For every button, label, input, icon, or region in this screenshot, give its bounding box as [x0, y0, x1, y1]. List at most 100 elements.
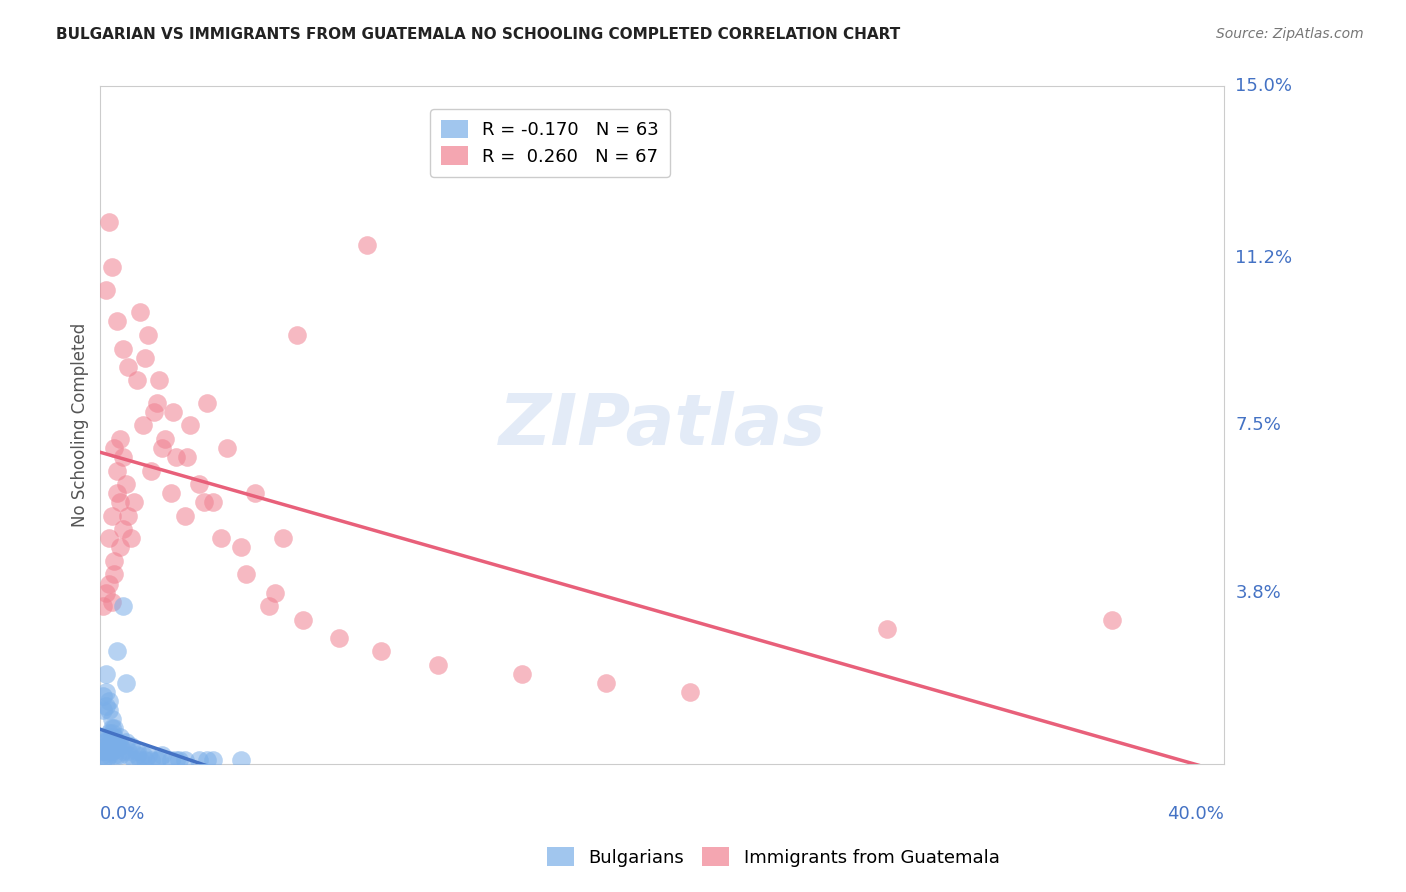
Bulgarians	[97, 694, 120, 708]
Bulgarians	[97, 739, 120, 754]
Immigrants from Guatemala	[100, 594, 122, 608]
Bulgarians	[105, 739, 128, 754]
Bulgarians	[100, 721, 122, 735]
Immigrants from Guatemala	[105, 314, 128, 328]
Immigrants from Guatemala	[148, 373, 170, 387]
Bulgarians	[195, 753, 218, 767]
Bulgarians	[91, 753, 114, 767]
Immigrants from Guatemala	[111, 522, 134, 536]
Bulgarians	[131, 748, 153, 763]
Immigrants from Guatemala	[111, 450, 134, 464]
Immigrants from Guatemala	[263, 585, 285, 599]
Text: 7.5%: 7.5%	[1236, 417, 1281, 434]
Bulgarians	[94, 739, 117, 754]
Text: Source: ZipAtlas.com: Source: ZipAtlas.com	[1216, 27, 1364, 41]
Bulgarians	[103, 721, 125, 735]
Immigrants from Guatemala	[159, 486, 181, 500]
Immigrants from Guatemala	[876, 622, 898, 636]
Bulgarians	[114, 676, 136, 690]
Bulgarians	[125, 748, 148, 763]
Bulgarians	[100, 744, 122, 758]
Bulgarians	[150, 748, 173, 763]
Text: ZIPatlas: ZIPatlas	[499, 391, 827, 460]
Immigrants from Guatemala	[679, 685, 702, 699]
Y-axis label: No Schooling Completed: No Schooling Completed	[72, 323, 89, 527]
Immigrants from Guatemala	[229, 541, 252, 555]
Immigrants from Guatemala	[108, 541, 131, 555]
Immigrants from Guatemala	[595, 676, 617, 690]
Bulgarians	[108, 739, 131, 754]
Bulgarians	[159, 753, 181, 767]
Bulgarians	[94, 698, 117, 713]
Bulgarians	[91, 703, 114, 717]
Bulgarians	[97, 703, 120, 717]
Bulgarians	[134, 753, 156, 767]
Text: 15.0%: 15.0%	[1236, 78, 1292, 95]
Immigrants from Guatemala	[150, 441, 173, 455]
Immigrants from Guatemala	[235, 567, 257, 582]
Immigrants from Guatemala	[193, 495, 215, 509]
Bulgarians	[97, 748, 120, 763]
Bulgarians	[165, 753, 187, 767]
Bulgarians	[139, 753, 162, 767]
Immigrants from Guatemala	[153, 432, 176, 446]
Immigrants from Guatemala	[356, 237, 378, 252]
Bulgarians	[105, 748, 128, 763]
Immigrants from Guatemala	[117, 359, 139, 374]
Bulgarians	[122, 753, 145, 767]
Immigrants from Guatemala	[173, 508, 195, 523]
Bulgarians	[97, 725, 120, 739]
Bulgarians	[145, 753, 167, 767]
Bulgarians	[111, 599, 134, 613]
Text: 40.0%: 40.0%	[1167, 805, 1225, 823]
Immigrants from Guatemala	[105, 464, 128, 478]
Immigrants from Guatemala	[370, 644, 392, 658]
Immigrants from Guatemala	[136, 328, 159, 343]
Immigrants from Guatemala	[103, 441, 125, 455]
Immigrants from Guatemala	[243, 486, 266, 500]
Immigrants from Guatemala	[103, 554, 125, 568]
Immigrants from Guatemala	[165, 450, 187, 464]
Bulgarians	[114, 734, 136, 748]
Bulgarians	[94, 730, 117, 744]
Bulgarians	[120, 739, 142, 754]
Bulgarians	[94, 753, 117, 767]
Bulgarians	[201, 753, 224, 767]
Immigrants from Guatemala	[108, 495, 131, 509]
Immigrants from Guatemala	[187, 477, 209, 491]
Immigrants from Guatemala	[114, 477, 136, 491]
Bulgarians	[108, 730, 131, 744]
Text: 11.2%: 11.2%	[1236, 249, 1292, 268]
Immigrants from Guatemala	[97, 532, 120, 546]
Immigrants from Guatemala	[94, 283, 117, 297]
Immigrants from Guatemala	[257, 599, 280, 613]
Immigrants from Guatemala	[179, 418, 201, 433]
Bulgarians	[97, 739, 120, 754]
Bulgarians	[148, 753, 170, 767]
Bulgarians	[91, 734, 114, 748]
Immigrants from Guatemala	[1101, 613, 1123, 627]
Bulgarians	[229, 753, 252, 767]
Bulgarians	[100, 744, 122, 758]
Immigrants from Guatemala	[285, 328, 308, 343]
Immigrants from Guatemala	[510, 666, 533, 681]
Bulgarians	[187, 753, 209, 767]
Immigrants from Guatemala	[195, 396, 218, 410]
Immigrants from Guatemala	[120, 532, 142, 546]
Bulgarians	[173, 753, 195, 767]
Legend: R = -0.170   N = 63, R =  0.260   N = 67: R = -0.170 N = 63, R = 0.260 N = 67	[430, 109, 669, 177]
Bulgarians	[103, 730, 125, 744]
Bulgarians	[117, 744, 139, 758]
Bulgarians	[94, 734, 117, 748]
Immigrants from Guatemala	[201, 495, 224, 509]
Bulgarians	[91, 744, 114, 758]
Immigrants from Guatemala	[328, 631, 350, 645]
Immigrants from Guatemala	[176, 450, 198, 464]
Immigrants from Guatemala	[139, 464, 162, 478]
Bulgarians	[105, 734, 128, 748]
Bulgarians	[167, 753, 190, 767]
Immigrants from Guatemala	[145, 396, 167, 410]
Bulgarians	[125, 744, 148, 758]
Immigrants from Guatemala	[426, 657, 449, 672]
Bulgarians	[94, 666, 117, 681]
